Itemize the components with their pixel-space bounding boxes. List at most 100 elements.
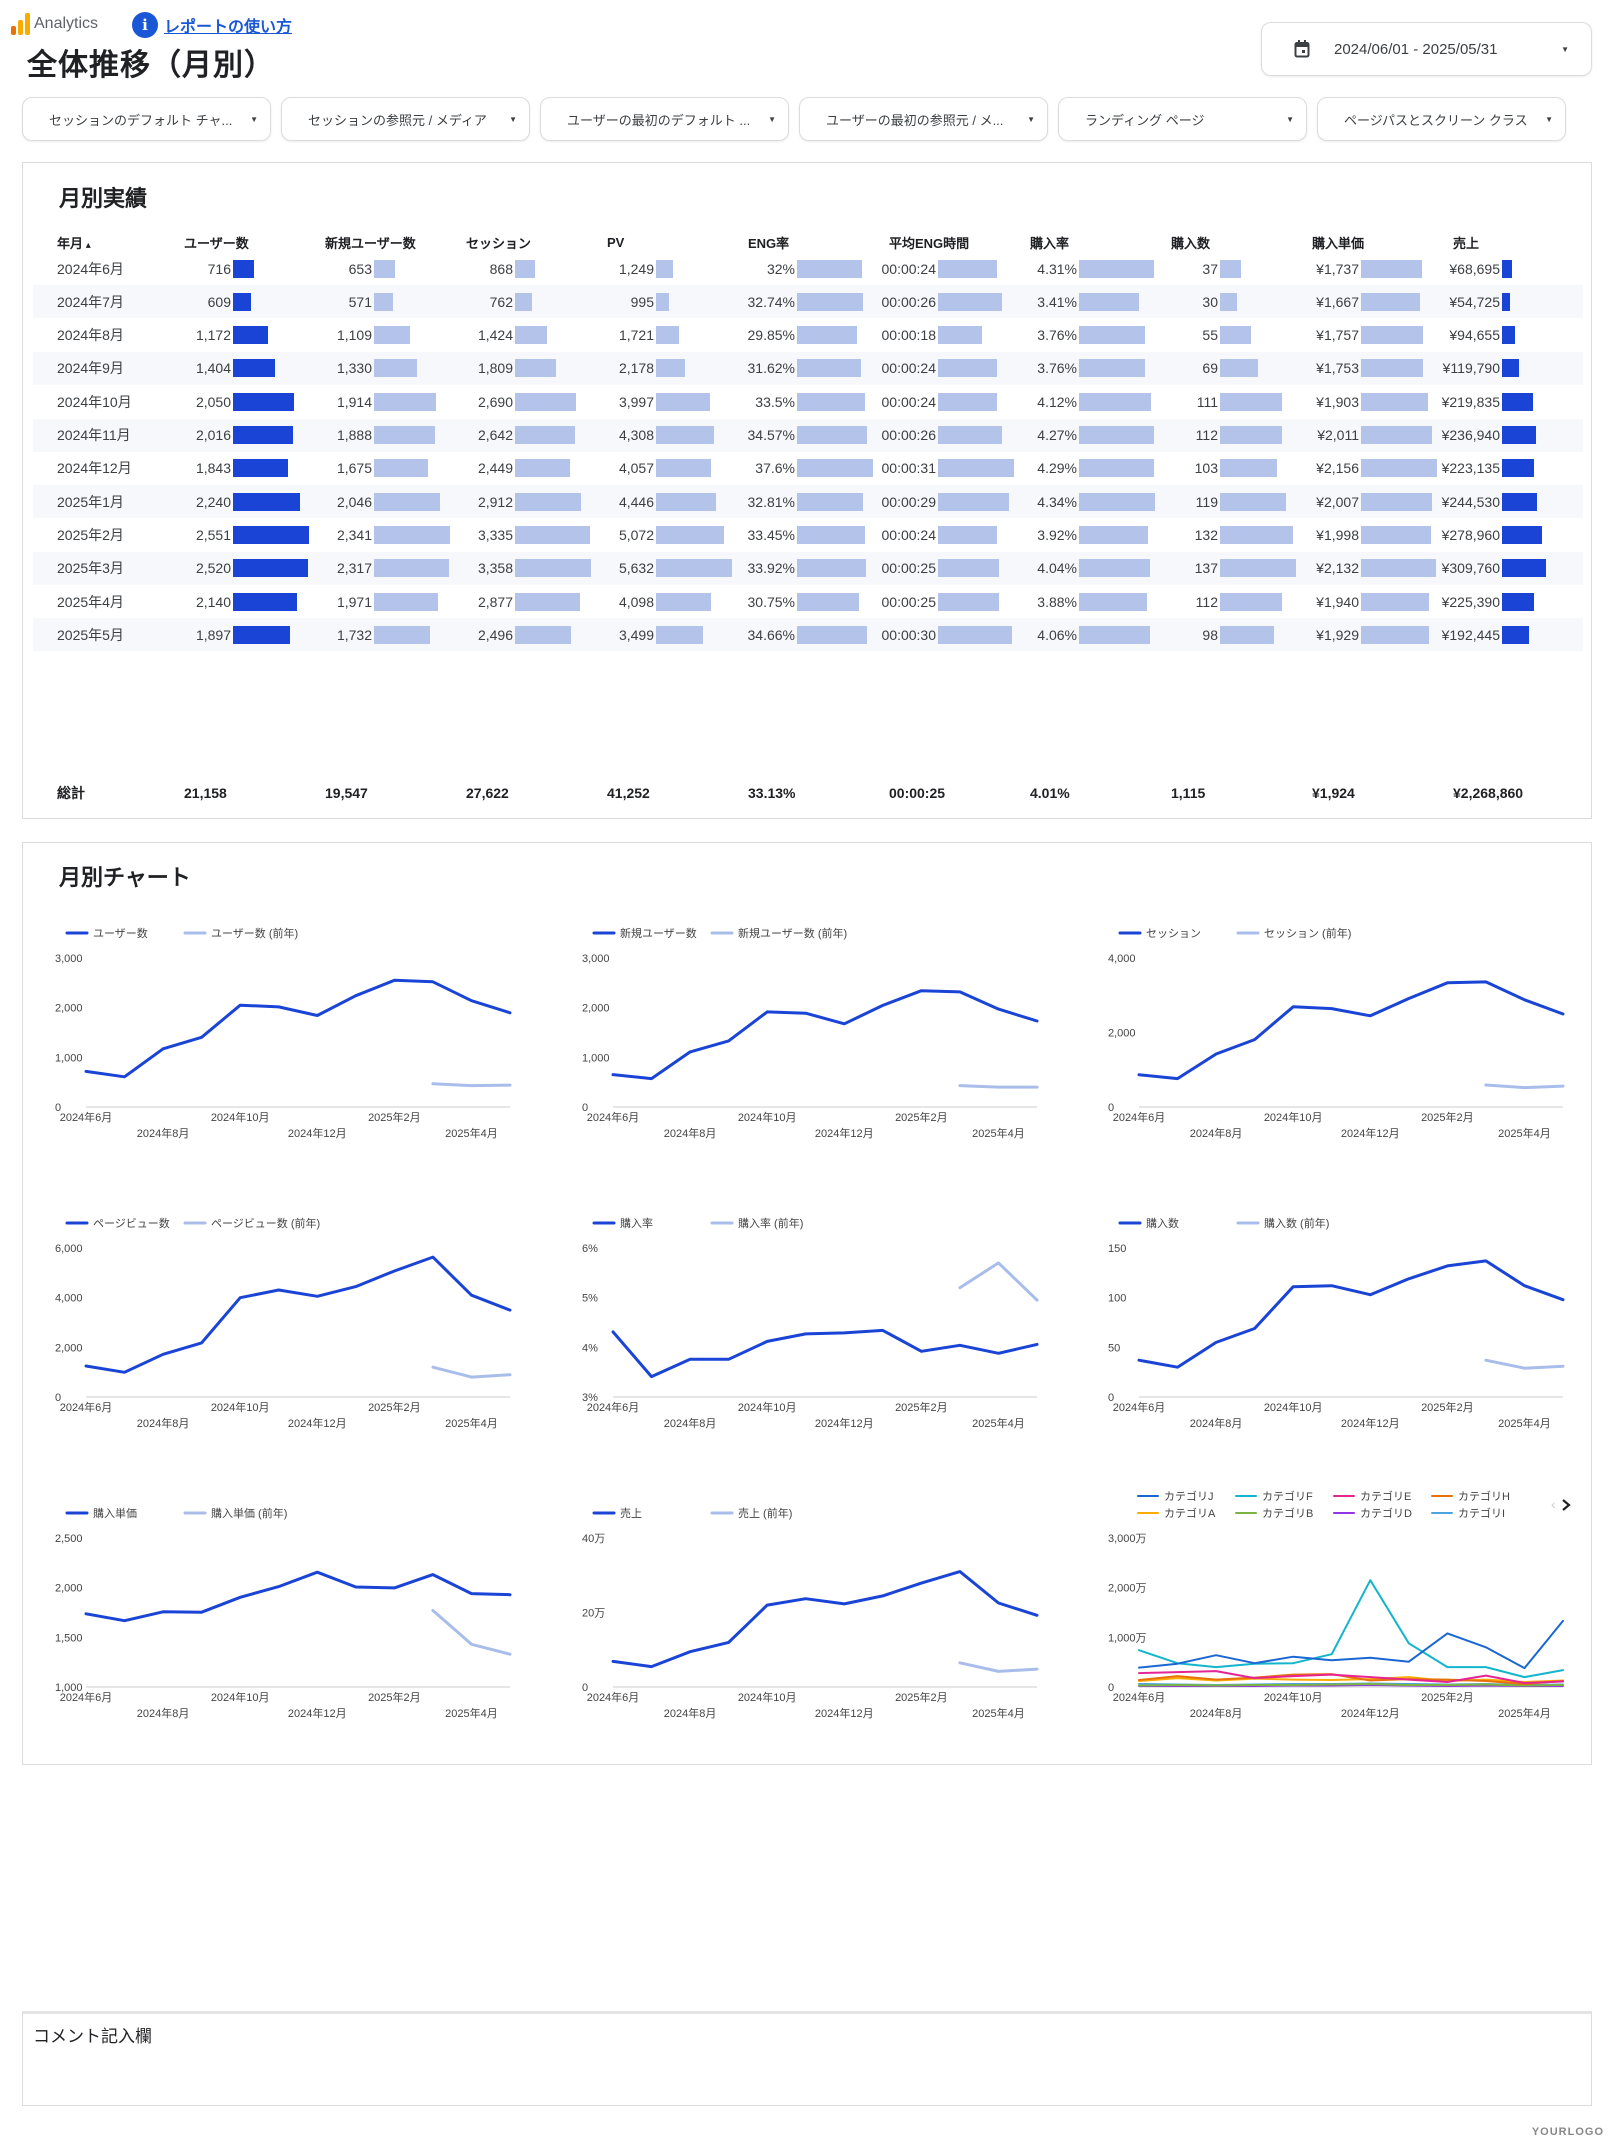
column-header[interactable]: 購入率 (1005, 233, 1146, 252)
column-header[interactable]: ユーザー数 (159, 233, 300, 252)
filter-dropdown[interactable]: セッションの参照元 / メディア ▼ (281, 97, 530, 141)
total-cell: 00:00:25 (889, 784, 946, 801)
metric-value: 00:00:25 (881, 593, 937, 610)
metric-bar (656, 592, 712, 611)
metric-bar (1502, 426, 1536, 444)
metric-bar (1220, 592, 1283, 611)
metric-value: ¥225,390 (1441, 593, 1500, 610)
monthly-charts-card: 月別チャート (22, 842, 1592, 1765)
x-tick-label: 2025年2月 (368, 1110, 421, 1124)
filter-label: セッションの参照元 / メディア (308, 112, 487, 128)
metric-bar (1079, 359, 1145, 378)
metric-bar (1502, 559, 1546, 578)
x-tick-label: 2025年2月 (895, 1110, 948, 1124)
table-row: 2024年11月 2,016 1,888 2,642 4,308 34.57% 00:00:… (33, 418, 1583, 452)
column-header[interactable]: 購入数 (1146, 233, 1287, 252)
legend-next-page-icon[interactable] (1562, 1499, 1571, 1511)
metric-cell: 00:00:30 (864, 625, 1012, 644)
x-tick-label: 2024年10月 (211, 1400, 270, 1414)
metric-bar (656, 492, 716, 511)
total-cell: 総計 (57, 784, 85, 801)
metric-value: 1,675 (336, 460, 372, 477)
monthly-charts-title: 月別チャート (59, 865, 191, 890)
column-header[interactable]: 新規ユーザー数 (300, 233, 441, 252)
legend-label: 売上 (前年) (738, 1506, 792, 1520)
y-tick-label: 3% (582, 1392, 598, 1404)
metric-cell: 37 (1146, 259, 1287, 278)
line-chart: ページビュー数 ページビュー数 (前年) 0 2,000 4,000 6,000 2024年… (55, 1216, 512, 1430)
metric-bar (938, 559, 1000, 578)
y-tick-label: 0 (1108, 1682, 1114, 1694)
y-tick-label: 40万 (582, 1533, 605, 1545)
column-header[interactable]: 平均ENG時間 (864, 233, 1005, 252)
metric-value: ¥1,753 (1316, 360, 1359, 377)
metric-value: ¥2,011 (1317, 427, 1359, 443)
filter-dropdown[interactable]: ページパスとスクリーン クラス ▼ (1317, 97, 1566, 141)
metric-bar (1079, 326, 1145, 345)
metric-value: 1,897 (195, 626, 231, 643)
help-link[interactable]: レポートの使い方 (164, 19, 293, 36)
metric-bar (1220, 426, 1283, 444)
column-header[interactable]: 売上 (1428, 233, 1569, 252)
metric-cell: 1,897 (159, 625, 300, 644)
metric-bar (938, 292, 1002, 311)
metric-cell: 4.34% (1005, 492, 1155, 511)
metric-cell: 3,358 (441, 559, 591, 578)
filter-dropdown[interactable]: ユーザーの最初のデフォルト ... ▼ (540, 97, 789, 141)
filter-dropdown[interactable]: セッションのデフォルト チャ... ▼ (22, 97, 271, 141)
metric-cell: 653 (300, 259, 441, 278)
series-line (1484, 1083, 1565, 1090)
legend-label: 購入数 (1146, 1216, 1179, 1230)
column-header-label: ユーザー数 (184, 236, 249, 251)
metric-cell: ¥2,156 (1287, 459, 1437, 478)
metric-value: 4.27% (1037, 427, 1077, 443)
date-range-picker[interactable]: 2024/06/01 - 2025/05/31 ▼ (1261, 22, 1592, 76)
legend-item: カテゴリE (1333, 1489, 1411, 1503)
metric-cell: 4.06% (1005, 625, 1151, 644)
metric-bar (374, 326, 410, 345)
metric-value: 3.76% (1037, 327, 1077, 344)
metric-cell: 4.31% (1005, 259, 1155, 278)
help-link-group[interactable]: i レポートの使い方 (132, 12, 292, 38)
metric-cell: ¥225,390 (1428, 592, 1569, 611)
filter-label: ユーザーの最初のデフォルト ... (567, 112, 751, 128)
y-tick-label: 2,000 (55, 1003, 83, 1015)
metric-cell: 1,404 (159, 359, 300, 378)
metric-bar (515, 326, 548, 345)
metric-cell: 00:00:25 (864, 559, 1005, 578)
column-header[interactable]: PV (582, 235, 723, 250)
metric-value: 3.76% (1037, 360, 1077, 377)
legend-prev-page-icon[interactable]: ‹ (1551, 1496, 1556, 1512)
metric-value: 2,178 (618, 360, 654, 377)
x-tick-label: 2024年12月 (288, 1416, 347, 1430)
legend-item: カテゴリI (1431, 1506, 1505, 1520)
metric-cell: ¥1,737 (1287, 259, 1428, 278)
metric-cell: 112 (1146, 592, 1287, 611)
table-row: 2025年4月 2,140 1,971 2,877 4,098 30.75% 00:00:2… (33, 585, 1583, 618)
metric-bar (233, 459, 288, 478)
filter-dropdown[interactable]: ユーザーの最初の参照元 / メ... ▼ (799, 97, 1048, 141)
x-tick-label: 2025年4月 (972, 1706, 1025, 1720)
metric-bar (797, 459, 873, 478)
legend-item: カテゴリD (1333, 1506, 1412, 1520)
column-header[interactable]: 年月 ▴ (33, 233, 159, 252)
legend-item: セッション (前年) (1236, 926, 1351, 940)
legend-label: ページビュー数 (前年) (211, 1216, 320, 1230)
metric-value: 00:00:26 (881, 427, 937, 443)
column-header[interactable]: ENG率 (723, 233, 864, 252)
metric-bar (1502, 459, 1534, 478)
metric-cell: 00:00:25 (864, 592, 1005, 611)
comment-box[interactable]: コメント記入欄 (22, 2011, 1592, 2106)
metric-value: 2,046 (336, 493, 372, 510)
metric-value: ¥68,695 (1449, 260, 1500, 277)
column-header[interactable]: 購入単価 (1287, 233, 1428, 252)
dropdown-caret-icon: ▼ (1545, 114, 1553, 124)
series-line (958, 1084, 1039, 1089)
metric-cell: 609 (159, 292, 300, 311)
series-line (431, 1609, 512, 1656)
metric-cell: 2,690 (441, 392, 582, 411)
metric-value: 4.31% (1037, 260, 1077, 277)
filter-dropdown[interactable]: ランディング ページ ▼ (1058, 97, 1307, 141)
metric-cell: 98 (1146, 625, 1287, 644)
column-header[interactable]: セッション (441, 233, 582, 252)
